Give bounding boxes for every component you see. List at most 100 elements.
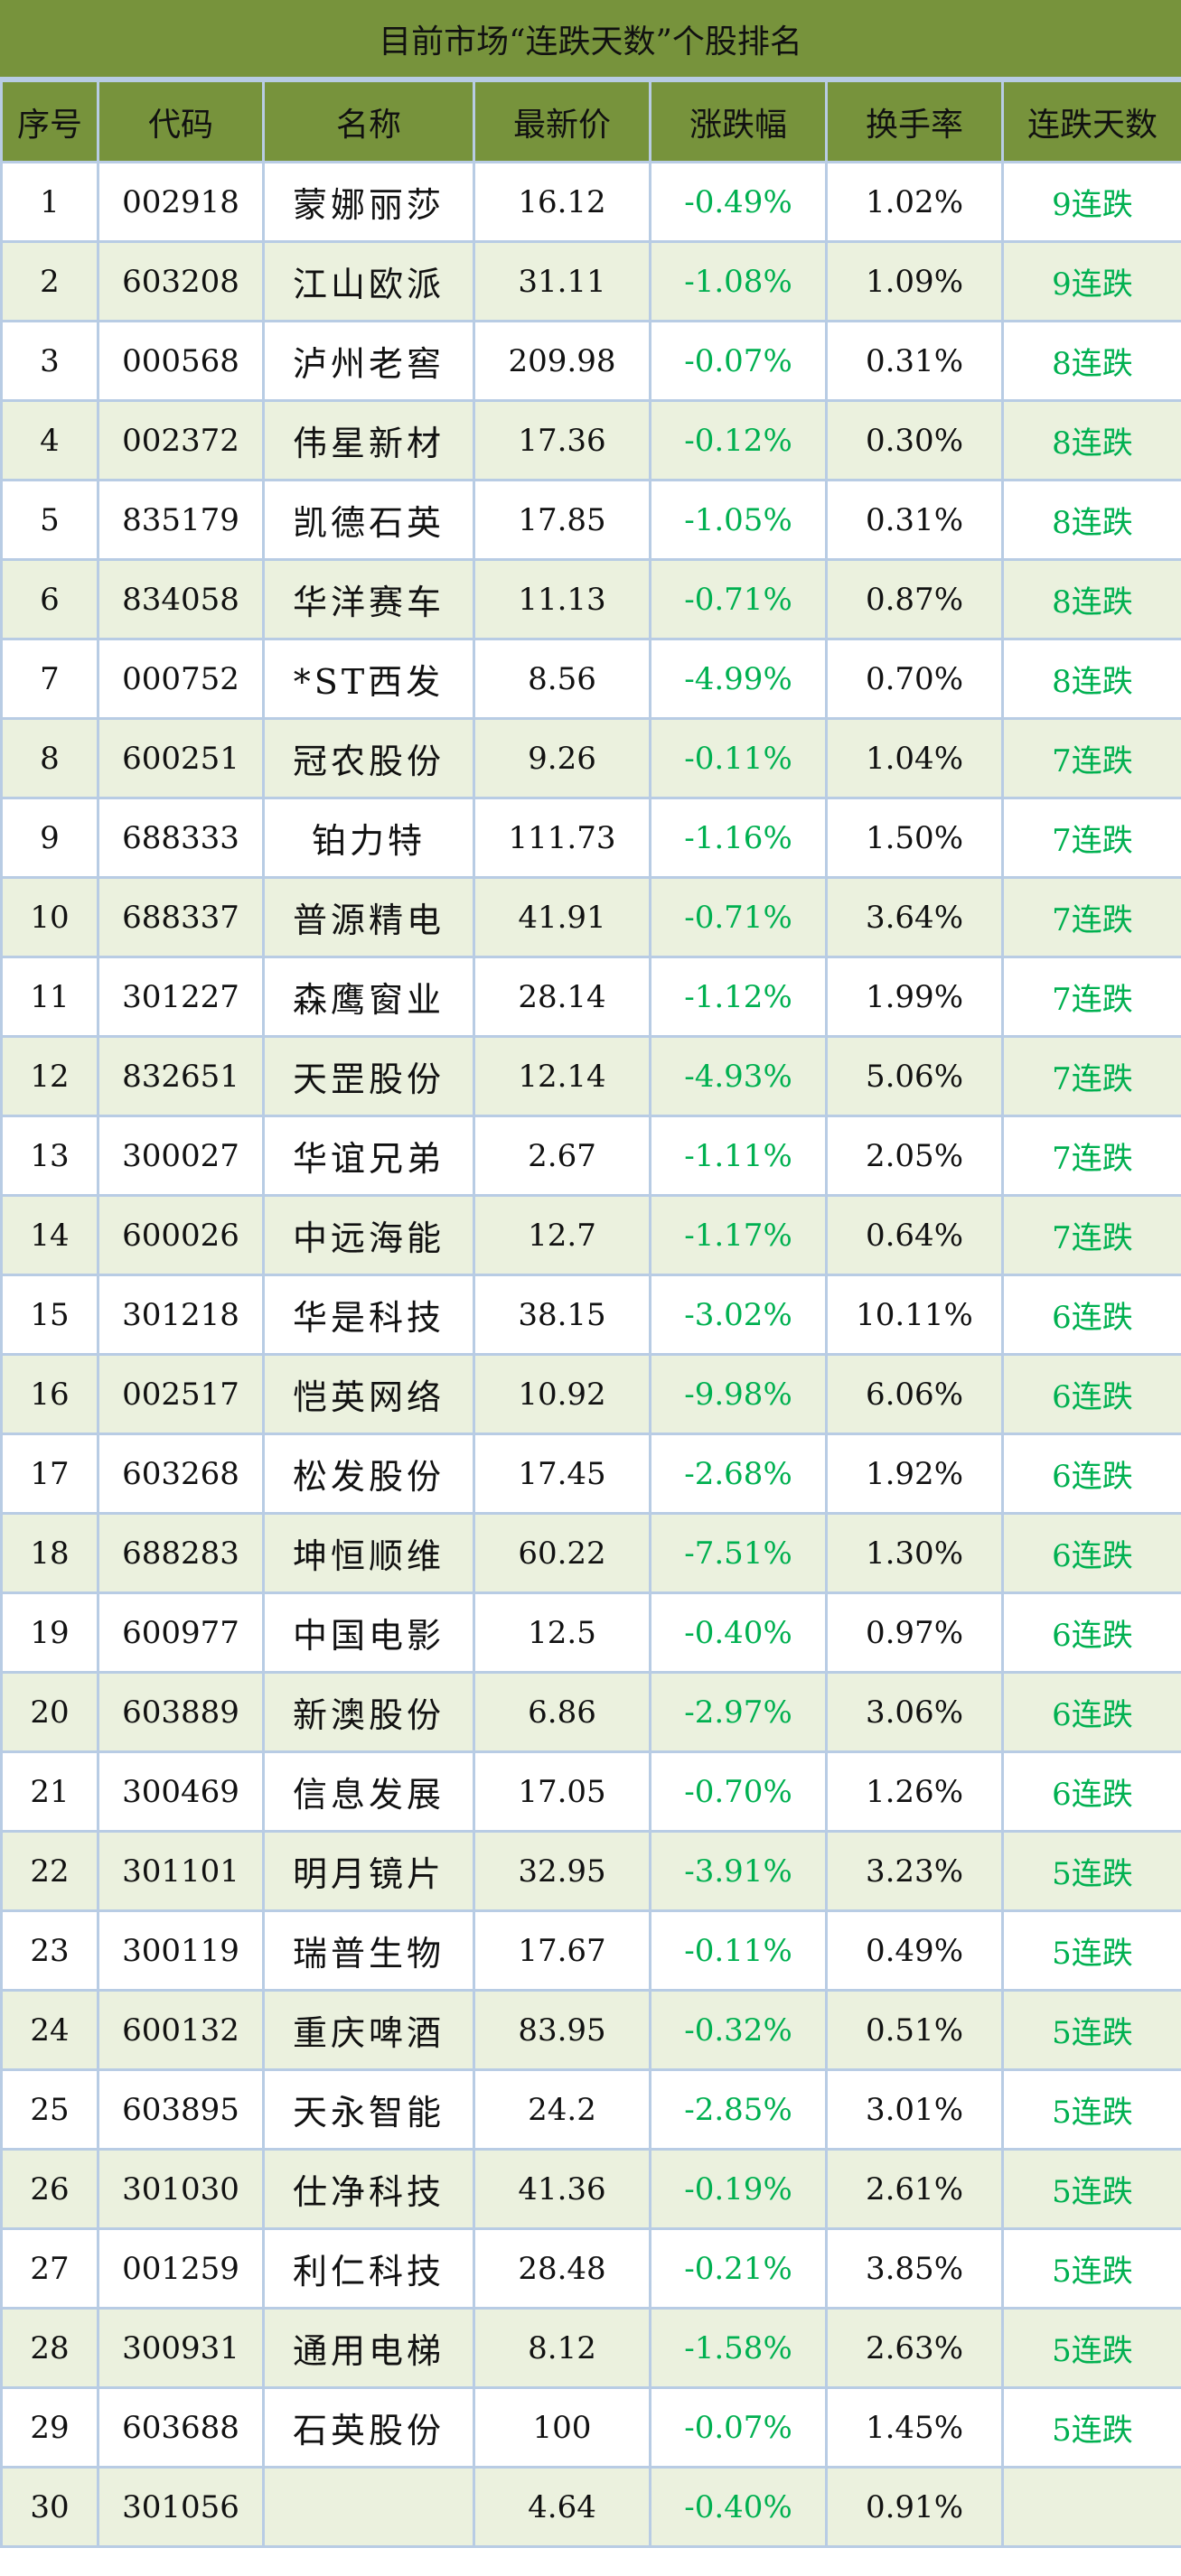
down-days-cell: 8连跌 [1001,479,1181,561]
code-cell: 600132 [97,1989,265,2071]
table-row: 12 832651 天罡股份 12.14 -4.93% 5.06% 7连跌 [0,1035,1181,1117]
name-cell: 重庆啤酒 [262,1989,475,2071]
down-days-cell: 7连跌 [1001,1035,1181,1117]
down-days-cell [1001,2466,1181,2548]
table-row: 18 688283 坤恒顺维 60.22 -7.51% 1.30% 6连跌 [0,1512,1181,1594]
rank-cell: 17 [0,1433,99,1515]
name-cell: 天罡股份 [262,1035,475,1117]
name-cell: 江山欧派 [262,240,475,322]
turnover-cell: 1.50% [825,797,1004,879]
down-days-cell: 6连跌 [1001,1433,1181,1515]
code-cell: 001259 [97,2227,265,2310]
down-days-cell: 9连跌 [1001,161,1181,243]
down-days-cell: 7连跌 [1001,797,1181,879]
rank-cell: 27 [0,2227,99,2310]
rank-cell: 28 [0,2307,99,2389]
name-cell: 仕净科技 [262,2148,475,2230]
down-days-cell: 7连跌 [1001,1194,1181,1276]
turnover-cell: 0.31% [825,479,1004,561]
price-cell: 38.15 [473,1274,651,1356]
change-cell: -0.07% [649,2386,828,2469]
table-row: 27 001259 利仁科技 28.48 -0.21% 3.85% 5连跌 [0,2227,1181,2310]
price-cell: 8.12 [473,2307,651,2389]
turnover-cell: 3.85% [825,2227,1004,2310]
code-cell: 300931 [97,2307,265,2389]
down-days-cell: 8连跌 [1001,399,1181,481]
turnover-cell: 3.01% [825,2068,1004,2151]
price-cell: 8.56 [473,638,651,720]
table-row: 2 603208 江山欧派 31.11 -1.08% 1.09% 9连跌 [0,240,1181,322]
change-cell: -0.71% [649,558,828,640]
rank-cell: 9 [0,797,99,879]
turnover-cell: 1.09% [825,240,1004,322]
table-row: 17 603268 松发股份 17.45 -2.68% 1.92% 6连跌 [0,1433,1181,1515]
name-cell: 新澳股份 [262,1671,475,1753]
table-row: 7 000752 *ST西发 8.56 -4.99% 0.70% 8连跌 [0,638,1181,720]
name-cell [262,2466,475,2548]
rank-cell: 14 [0,1194,99,1276]
col-header-down-days: 连跌天数 [1001,79,1181,163]
rank-cell: 16 [0,1353,99,1435]
down-days-cell: 6连跌 [1001,1671,1181,1753]
name-cell: 泸州老窖 [262,320,475,402]
change-cell: -0.70% [649,1750,828,1833]
down-days-cell: 5连跌 [1001,1989,1181,2071]
change-cell: -1.12% [649,956,828,1038]
name-cell: 伟星新材 [262,399,475,481]
rank-cell: 20 [0,1671,99,1753]
code-cell: 688333 [97,797,265,879]
price-cell: 28.48 [473,2227,651,2310]
rank-cell: 24 [0,1989,99,2071]
down-days-cell: 7连跌 [1001,956,1181,1038]
turnover-cell: 3.23% [825,1830,1004,1912]
table-row: 1 002918 蒙娜丽莎 16.12 -0.49% 1.02% 9连跌 [0,161,1181,243]
name-cell: 铂力特 [262,797,475,879]
rank-cell: 4 [0,399,99,481]
change-cell: -0.11% [649,717,828,799]
price-cell: 4.64 [473,2466,651,2548]
table-row: 19 600977 中国电影 12.5 -0.40% 0.97% 6连跌 [0,1591,1181,1674]
price-cell: 17.36 [473,399,651,481]
name-cell: *ST西发 [262,638,475,720]
table-row: 4 002372 伟星新材 17.36 -0.12% 0.30% 8连跌 [0,399,1181,481]
rank-cell: 2 [0,240,99,322]
change-cell: -0.21% [649,2227,828,2310]
change-cell: -1.08% [649,240,828,322]
down-days-cell: 8连跌 [1001,638,1181,720]
code-cell: 688283 [97,1512,265,1594]
code-cell: 603208 [97,240,265,322]
col-header-change: 涨跌幅 [649,79,828,163]
name-cell: 凯德石英 [262,479,475,561]
price-cell: 209.98 [473,320,651,402]
col-header-name: 名称 [262,79,475,163]
rank-cell: 22 [0,1830,99,1912]
price-cell: 83.95 [473,1989,651,2071]
table-row: 5 835179 凯德石英 17.85 -1.05% 0.31% 8连跌 [0,479,1181,561]
code-cell: 301030 [97,2148,265,2230]
turnover-cell: 0.70% [825,638,1004,720]
price-cell: 17.85 [473,479,651,561]
col-header-rank: 序号 [0,79,99,163]
rank-cell: 23 [0,1909,99,1992]
change-cell: -0.49% [649,161,828,243]
code-cell: 834058 [97,558,265,640]
table-row: 23 300119 瑞普生物 17.67 -0.11% 0.49% 5连跌 [0,1909,1181,1992]
table-row: 21 300469 信息发展 17.05 -0.70% 1.26% 6连跌 [0,1750,1181,1833]
code-cell: 002517 [97,1353,265,1435]
turnover-cell: 0.64% [825,1194,1004,1276]
turnover-cell: 0.31% [825,320,1004,402]
name-cell: 坤恒顺维 [262,1512,475,1594]
down-days-cell: 5连跌 [1001,2307,1181,2389]
change-cell: -0.32% [649,1989,828,2071]
change-cell: -7.51% [649,1512,828,1594]
name-cell: 松发股份 [262,1433,475,1515]
rank-cell: 30 [0,2466,99,2548]
price-cell: 31.11 [473,240,651,322]
turnover-cell: 1.04% [825,717,1004,799]
rank-cell: 3 [0,320,99,402]
turnover-cell: 1.45% [825,2386,1004,2469]
turnover-cell: 1.26% [825,1750,1004,1833]
table-row: 9 688333 铂力特 111.73 -1.16% 1.50% 7连跌 [0,797,1181,879]
rank-cell: 8 [0,717,99,799]
price-cell: 12.5 [473,1591,651,1674]
